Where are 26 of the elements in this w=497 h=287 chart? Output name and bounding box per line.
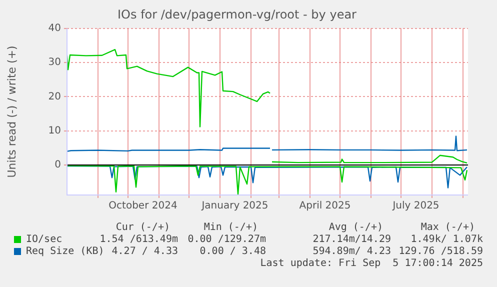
text: Cur (-/+)	[116, 222, 170, 233]
text: Max (-/+)	[420, 222, 475, 233]
legend-label: Req Size (KB)	[26, 246, 104, 257]
text: 1.54 /613.49m	[100, 234, 178, 245]
text: 4.27 / 4.33	[112, 246, 178, 257]
x-tick-label: April 2025	[299, 200, 351, 212]
text: 217.14m/14.29	[312, 234, 391, 245]
y-tick-label: 30	[48, 57, 61, 68]
text: 1.49k/ 1.07k	[410, 234, 483, 245]
text: 594.89m/ 4.23	[312, 246, 391, 257]
text: Last update: Fri Sep 5 17:00:14 2025	[260, 258, 483, 269]
text: Min (-/+)	[204, 222, 258, 233]
legend-label: IO/sec	[26, 234, 62, 245]
text: Avg (-/+)	[328, 222, 383, 233]
x-tick-label: January 2025	[200, 200, 268, 212]
x-tick-label: July 2025	[392, 200, 440, 212]
y-tick-label: 40	[48, 22, 61, 34]
chart-title: IOs for /dev/pagermon-vg/root - by year	[118, 7, 357, 22]
y-tick-label: 10	[48, 125, 61, 136]
y-axis-title: Units read (-) / write (+)	[5, 46, 18, 178]
text: 0.00 / 3.48	[200, 246, 266, 257]
text: 129.76 /518.59	[398, 246, 483, 257]
x-tick-label: October 2024	[108, 200, 178, 212]
y-tick-label: 0	[54, 160, 61, 171]
text: 0.00 /129.27m	[188, 234, 266, 245]
y-tick-label: 20	[48, 91, 61, 102]
